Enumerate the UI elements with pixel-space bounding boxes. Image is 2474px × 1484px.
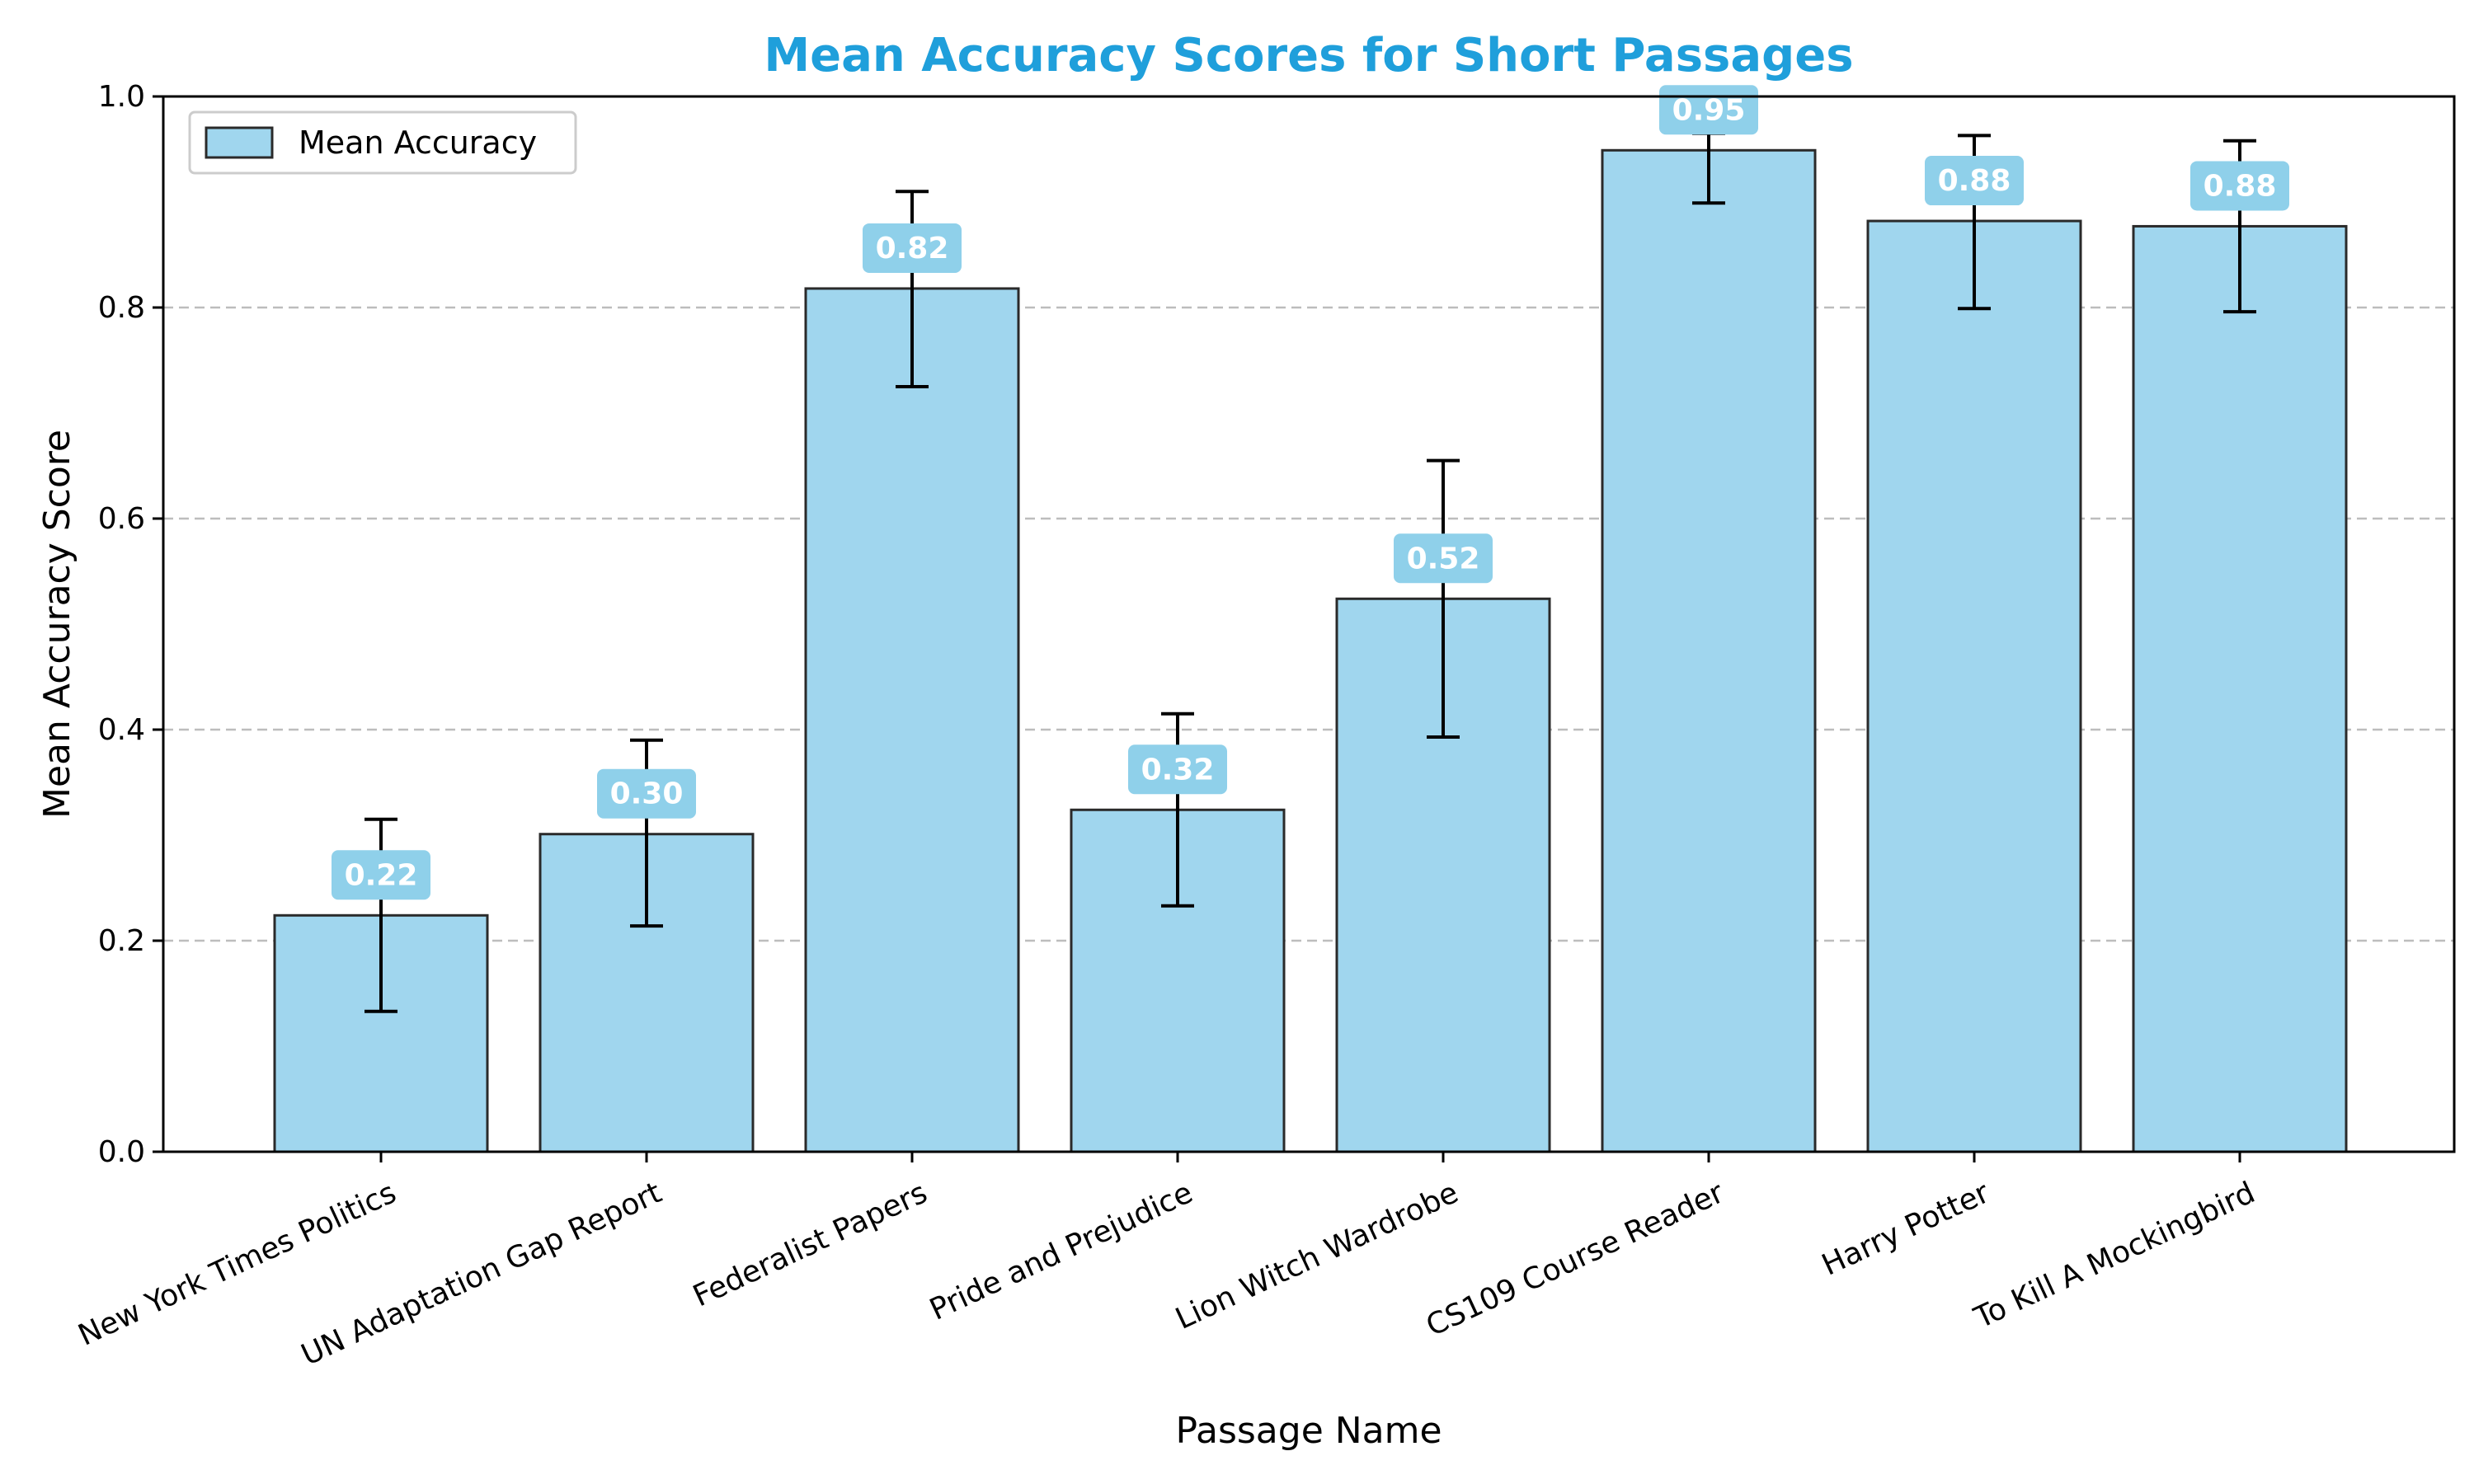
y-tick-label: 0.6	[98, 502, 145, 536]
grid-lines	[163, 306, 2454, 942]
bar	[1866, 219, 2082, 1153]
x-tick-label: Lion Witch Wardrobe	[1170, 1176, 1463, 1336]
bar	[2132, 224, 2348, 1153]
x-tick-label: CS109 Course Reader	[1421, 1176, 1729, 1343]
x-tick-label: To Kill A Mockingbird	[1968, 1176, 2260, 1336]
data-label: 0.88	[1938, 164, 2011, 198]
x-axis-label: Passage Name	[1175, 1410, 1442, 1452]
y-tick-label: 0.0	[98, 1135, 145, 1169]
data-label-box	[863, 223, 962, 273]
data-label-box	[1925, 156, 2024, 206]
y-axis-ticks: 0.0 0.2 0.4 0.6 0.8 1.0	[98, 80, 163, 1169]
data-label: 0.30	[610, 777, 684, 811]
y-tick-label: 1.0	[98, 80, 145, 114]
y-axis-label: Mean Accuracy Score	[36, 430, 78, 819]
y-tick-label: 0.4	[98, 713, 145, 747]
data-label: 0.52	[1407, 542, 1480, 575]
data-label: 0.32	[1141, 753, 1215, 787]
legend-entry-mean-accuracy: Mean Accuracy	[299, 124, 537, 161]
plot-frame	[162, 95, 2456, 1153]
data-label: 0.22	[345, 858, 418, 892]
data-label-box	[332, 850, 430, 900]
data-label: 0.82	[876, 232, 949, 265]
chart-title: Mean Accuracy Scores for Short Passages	[764, 29, 1853, 82]
x-tick-label: Federalist Papers	[688, 1176, 932, 1313]
x-tick-label: Pride and Prejudice	[924, 1176, 1197, 1327]
bar	[1601, 148, 1817, 1153]
bars	[273, 148, 2348, 1153]
legend-box	[188, 110, 577, 175]
data-label-box	[597, 768, 696, 819]
y-tick-label: 0.2	[98, 924, 145, 958]
data-label-box	[2190, 161, 2289, 211]
data-label: 0.88	[2204, 169, 2277, 203]
data-label-box	[1128, 744, 1227, 795]
y-tick-label: 0.8	[98, 291, 145, 325]
legend: Mean Accuracy	[188, 110, 577, 175]
legend-swatch	[205, 126, 274, 159]
data-label-box	[1394, 533, 1493, 584]
x-tick-label: Harry Potter	[1817, 1176, 1995, 1283]
data-label: 0.95	[1672, 93, 1746, 127]
bar	[804, 287, 1020, 1153]
